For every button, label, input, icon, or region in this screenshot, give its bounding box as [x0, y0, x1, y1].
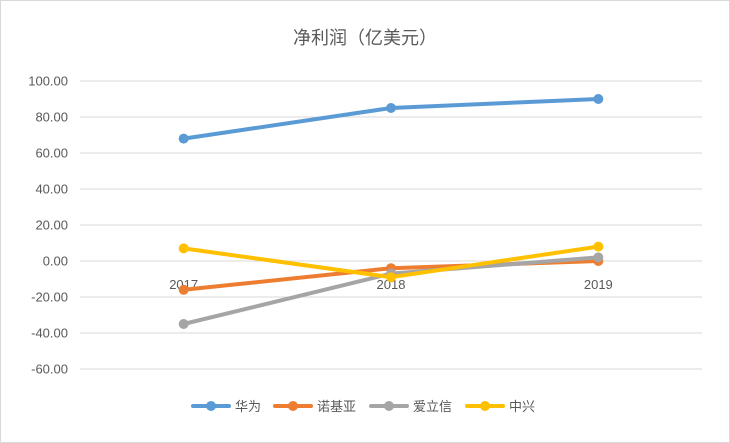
data-point — [178, 319, 189, 329]
data-point — [593, 241, 604, 252]
data-point — [593, 94, 604, 104]
legend-label: 中兴 — [509, 400, 535, 415]
data-point — [178, 243, 189, 254]
data-point — [386, 103, 396, 113]
data-point — [178, 284, 189, 295]
legend-label: 爱立信 — [413, 400, 452, 415]
data-point — [386, 272, 396, 283]
x-tick-label: 2019 — [584, 277, 613, 292]
y-tick-label: -20.00 — [31, 290, 68, 305]
y-tick-label: 100.00 — [28, 74, 68, 89]
chart-title: 净利润（亿美元） — [293, 28, 437, 49]
legend-marker — [384, 401, 394, 411]
data-point — [178, 133, 189, 144]
legend-marker — [206, 401, 216, 411]
gridlines — [80, 80, 702, 370]
y-tick-label: 80.00 — [35, 110, 68, 125]
legend-label: 华为 — [235, 400, 261, 415]
legend-marker — [480, 401, 490, 411]
legend-label: 诺基亚 — [317, 400, 356, 415]
y-tick-label: -60.00 — [31, 362, 68, 377]
legend: 华为 诺基亚 爱立信 中兴 — [191, 400, 535, 415]
y-tick-label: 0.00 — [43, 254, 68, 269]
y-tick-label: 60.00 — [35, 146, 68, 161]
series-lines — [178, 94, 604, 329]
x-tick-label: 2018 — [377, 277, 406, 292]
data-point — [593, 252, 604, 263]
y-axis-ticks: 100.00 80.00 60.00 40.00 20.00 0.00 -20.00 -40.… — [28, 74, 68, 377]
legend-marker — [288, 401, 298, 411]
y-tick-label: -40.00 — [31, 326, 68, 341]
y-tick-label: 20.00 — [35, 218, 68, 233]
y-tick-label: 40.00 — [35, 182, 68, 197]
